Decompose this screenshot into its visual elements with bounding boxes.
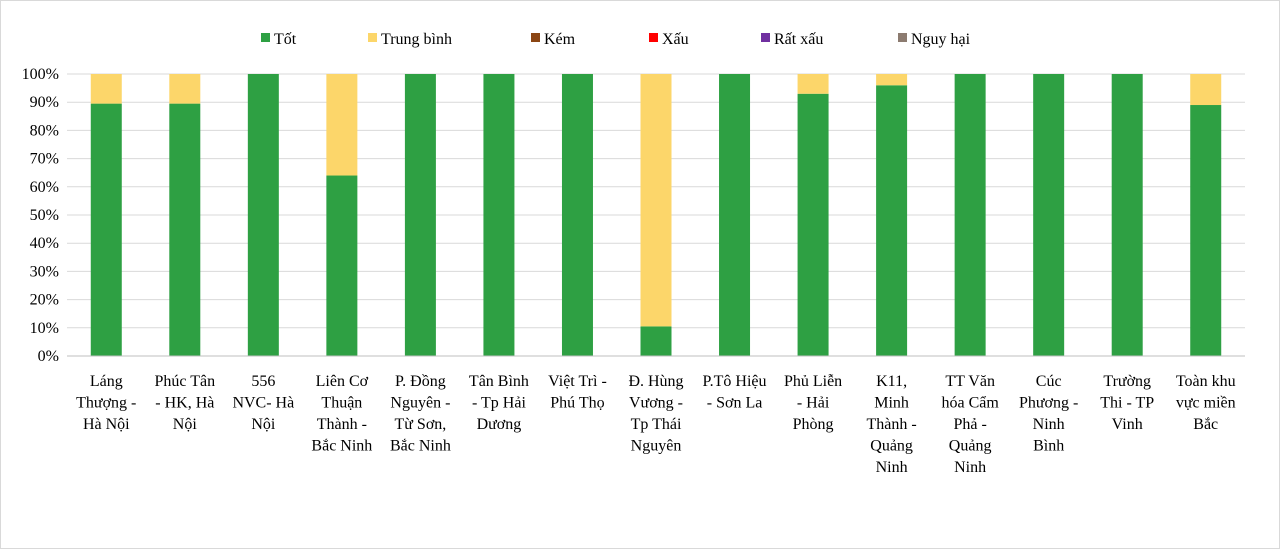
legend-label: Nguy hại xyxy=(911,31,971,48)
x-tick-label: P.Tô Hiệu - Sơn La xyxy=(703,373,767,412)
legend-item: Rất xấu xyxy=(761,31,823,48)
y-tick-label: 100% xyxy=(22,66,59,83)
bar-segment xyxy=(640,74,672,327)
legend-item: Tốt xyxy=(261,31,297,48)
bar-segment xyxy=(326,74,358,176)
bar-segment xyxy=(1190,105,1222,357)
legend-label: Kém xyxy=(544,31,576,48)
y-tick-label: 90% xyxy=(30,94,59,111)
bar-segment xyxy=(876,85,908,356)
x-tick-label: Việt Trì -Phú Thọ xyxy=(548,373,607,412)
bar-segment xyxy=(640,326,672,356)
x-tick-label: Toàn khu vực miền Bắc xyxy=(1176,373,1236,433)
x-tick-label: Phúc Tân - HK, Hà Nội xyxy=(155,373,216,433)
x-tick-label: P. Đồng Nguyên -Từ Sơn, Bắc Ninh xyxy=(390,373,451,455)
x-tick-label: K11, Minh Thành -Quảng Ninh xyxy=(866,373,916,476)
legend-item: Kém xyxy=(531,31,576,48)
x-tick-label: Liên Cơ Thuận Thành -Bắc Ninh xyxy=(311,373,372,455)
bar-segment xyxy=(954,74,986,356)
legend-label: Rất xấu xyxy=(774,31,823,48)
bar-segment xyxy=(1111,74,1143,356)
legend-label: Tốt xyxy=(274,31,297,48)
bar-segment xyxy=(247,74,279,356)
bar-segment xyxy=(719,74,751,356)
y-tick-label: 60% xyxy=(30,179,59,196)
bar-segment xyxy=(561,74,593,356)
legend-item: Trung bình xyxy=(368,31,452,48)
legend-swatch xyxy=(261,33,270,42)
legend-item: Nguy hại xyxy=(898,31,971,48)
bars xyxy=(90,74,1222,357)
x-tick-label: TT Văn hóa Cẩm Phả -Quảng Ninh xyxy=(941,373,999,476)
bar-segment xyxy=(169,103,201,356)
x-tick-label: Đ. Hùng Vương -Tp Thái Nguyên xyxy=(628,373,683,455)
bar-segment xyxy=(797,93,829,357)
legend-swatch xyxy=(898,33,907,42)
y-tick-label: 0% xyxy=(38,348,59,365)
y-tick-label: 20% xyxy=(30,292,59,309)
legend-swatch xyxy=(531,33,540,42)
legend-label: Trung bình xyxy=(381,31,452,48)
chart-legend: Tốt Trung bình Kém Xấu Rất xấu Nguy hại xyxy=(261,31,971,48)
y-tick-label: 80% xyxy=(30,122,59,139)
x-tick-label: Trường Thi - TP Vinh xyxy=(1100,373,1154,433)
x-tick-label: Cúc Phương -Ninh Bình xyxy=(1019,373,1078,455)
bar-segment xyxy=(876,74,908,86)
y-tick-label: 40% xyxy=(30,235,59,252)
y-axis: 0% 10% 20% 30% 40% 50% 60% 70% 80% 90% 100% xyxy=(22,66,59,365)
legend-swatch xyxy=(761,33,770,42)
x-tick-label: Phủ Liễn - Hải Phòng xyxy=(784,373,842,433)
bar-segment xyxy=(483,74,515,356)
y-tick-label: 70% xyxy=(30,151,59,168)
x-axis: Láng Thượng -Hà Nội Phúc Tân - HK, Hà Nội 556… xyxy=(67,355,1245,476)
legend-swatch xyxy=(368,33,377,42)
bar-segment xyxy=(1033,74,1065,356)
bar-segment xyxy=(797,74,829,94)
legend-item: Xấu xyxy=(649,31,689,48)
bar-segment xyxy=(169,74,201,104)
bar-segment xyxy=(404,74,436,356)
y-tick-label: 30% xyxy=(30,263,59,280)
bar-segment xyxy=(1190,74,1222,106)
y-tick-label: 10% xyxy=(30,320,59,337)
legend-swatch xyxy=(649,33,658,42)
x-tick-label: Láng Thượng -Hà Nội xyxy=(76,373,136,433)
legend-label: Xấu xyxy=(662,31,689,48)
bar-segment xyxy=(90,74,122,104)
y-tick-label: 50% xyxy=(30,207,59,224)
x-tick-label: Tân Bình - Tp Hải Dương xyxy=(469,373,529,433)
x-tick-label: 556 NVC- Hà Nội xyxy=(232,373,294,433)
bar-segment xyxy=(326,175,358,356)
bar-segment xyxy=(90,103,122,356)
